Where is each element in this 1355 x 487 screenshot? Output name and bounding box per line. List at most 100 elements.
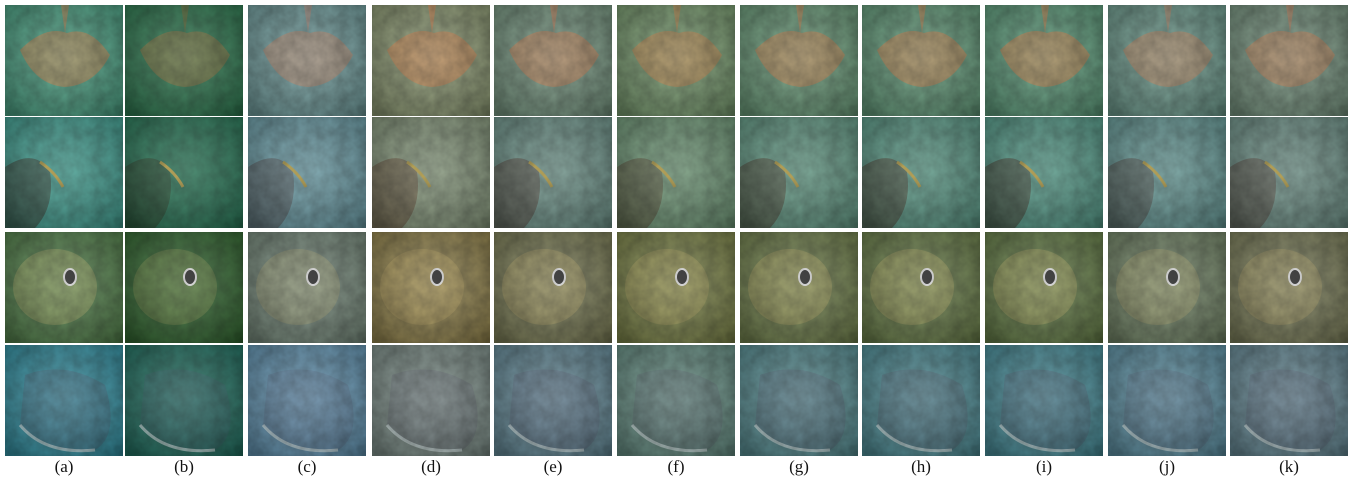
image-cell — [372, 117, 490, 228]
shade — [248, 5, 366, 116]
shade — [1230, 345, 1348, 456]
panel-label: (i) — [1036, 457, 1052, 476]
shade — [985, 345, 1103, 456]
shade — [494, 5, 612, 116]
image-cell — [617, 117, 735, 228]
image-cell — [248, 5, 366, 116]
shade — [372, 5, 490, 116]
shade — [740, 117, 858, 228]
image-cell — [985, 117, 1103, 228]
image-cell — [5, 232, 123, 343]
shade — [494, 232, 612, 343]
image-cell — [5, 5, 123, 116]
shade — [1108, 345, 1226, 456]
image-cell — [5, 345, 123, 456]
image-cell — [1230, 345, 1348, 456]
shade — [862, 345, 980, 456]
image-cell — [985, 345, 1103, 456]
image-cell — [125, 117, 243, 228]
image-cell — [5, 117, 123, 228]
shade — [740, 5, 858, 116]
shade — [985, 232, 1103, 343]
image-cell — [617, 5, 735, 116]
image-cell — [862, 117, 980, 228]
image-cell — [125, 232, 243, 343]
shade — [494, 117, 612, 228]
image-cell — [494, 117, 612, 228]
panel-label: (h) — [911, 457, 931, 476]
shade — [617, 232, 735, 343]
shade — [985, 5, 1103, 116]
image-cell — [372, 345, 490, 456]
figure: (a) (b) (c) (d) (e) (f) (g) (h) (i) (j) (k) — [0, 0, 1355, 487]
image-cell — [862, 5, 980, 116]
shade — [1108, 232, 1226, 343]
image-cell — [985, 5, 1103, 116]
shade — [248, 345, 366, 456]
image-cell — [1108, 5, 1226, 116]
panel-label: (b) — [174, 457, 194, 476]
image-cell — [248, 232, 366, 343]
image-cell — [1230, 117, 1348, 228]
shade — [1230, 5, 1348, 116]
panel-label: (f) — [668, 457, 685, 476]
shade — [5, 117, 123, 228]
image-cell — [1108, 117, 1226, 228]
shade — [862, 232, 980, 343]
shade — [125, 232, 243, 343]
image-cell — [494, 345, 612, 456]
shade — [5, 345, 123, 456]
image-cell — [862, 345, 980, 456]
image-cell — [494, 5, 612, 116]
shade — [125, 345, 243, 456]
shade — [617, 117, 735, 228]
shade — [125, 5, 243, 116]
shade — [1230, 117, 1348, 228]
shade — [862, 117, 980, 228]
shade — [740, 232, 858, 343]
image-cell — [125, 5, 243, 116]
shade — [862, 5, 980, 116]
image-cell — [248, 117, 366, 228]
shade — [125, 117, 243, 228]
image-cell — [740, 345, 858, 456]
shade — [248, 117, 366, 228]
image-cell — [372, 232, 490, 343]
image-cell — [1230, 5, 1348, 116]
shade — [985, 117, 1103, 228]
shade — [372, 345, 490, 456]
shade — [1108, 117, 1226, 228]
panel-label: (c) — [298, 457, 317, 476]
image-cell — [862, 232, 980, 343]
panel-label: (k) — [1279, 457, 1299, 476]
image-cell — [617, 345, 735, 456]
image-cell — [985, 232, 1103, 343]
panel-label: (a) — [55, 457, 74, 476]
panel-label: (e) — [544, 457, 563, 476]
image-cell — [1108, 232, 1226, 343]
image-cell — [125, 345, 243, 456]
image-cell — [740, 5, 858, 116]
shade — [1108, 5, 1226, 116]
image-cell — [1230, 232, 1348, 343]
shade — [617, 345, 735, 456]
panel-label: (g) — [789, 457, 809, 476]
shade — [494, 345, 612, 456]
shade — [5, 5, 123, 116]
image-cell — [740, 117, 858, 228]
image-cell — [248, 345, 366, 456]
shade — [617, 5, 735, 116]
shade — [740, 345, 858, 456]
panel-label: (j) — [1159, 457, 1175, 476]
shade — [372, 117, 490, 228]
panel-label: (d) — [421, 457, 441, 476]
image-cell — [617, 232, 735, 343]
shade — [5, 232, 123, 343]
shade — [1230, 232, 1348, 343]
image-cell — [372, 5, 490, 116]
image-cell — [494, 232, 612, 343]
shade — [248, 232, 366, 343]
image-cell — [1108, 345, 1226, 456]
shade — [372, 232, 490, 343]
image-cell — [740, 232, 858, 343]
